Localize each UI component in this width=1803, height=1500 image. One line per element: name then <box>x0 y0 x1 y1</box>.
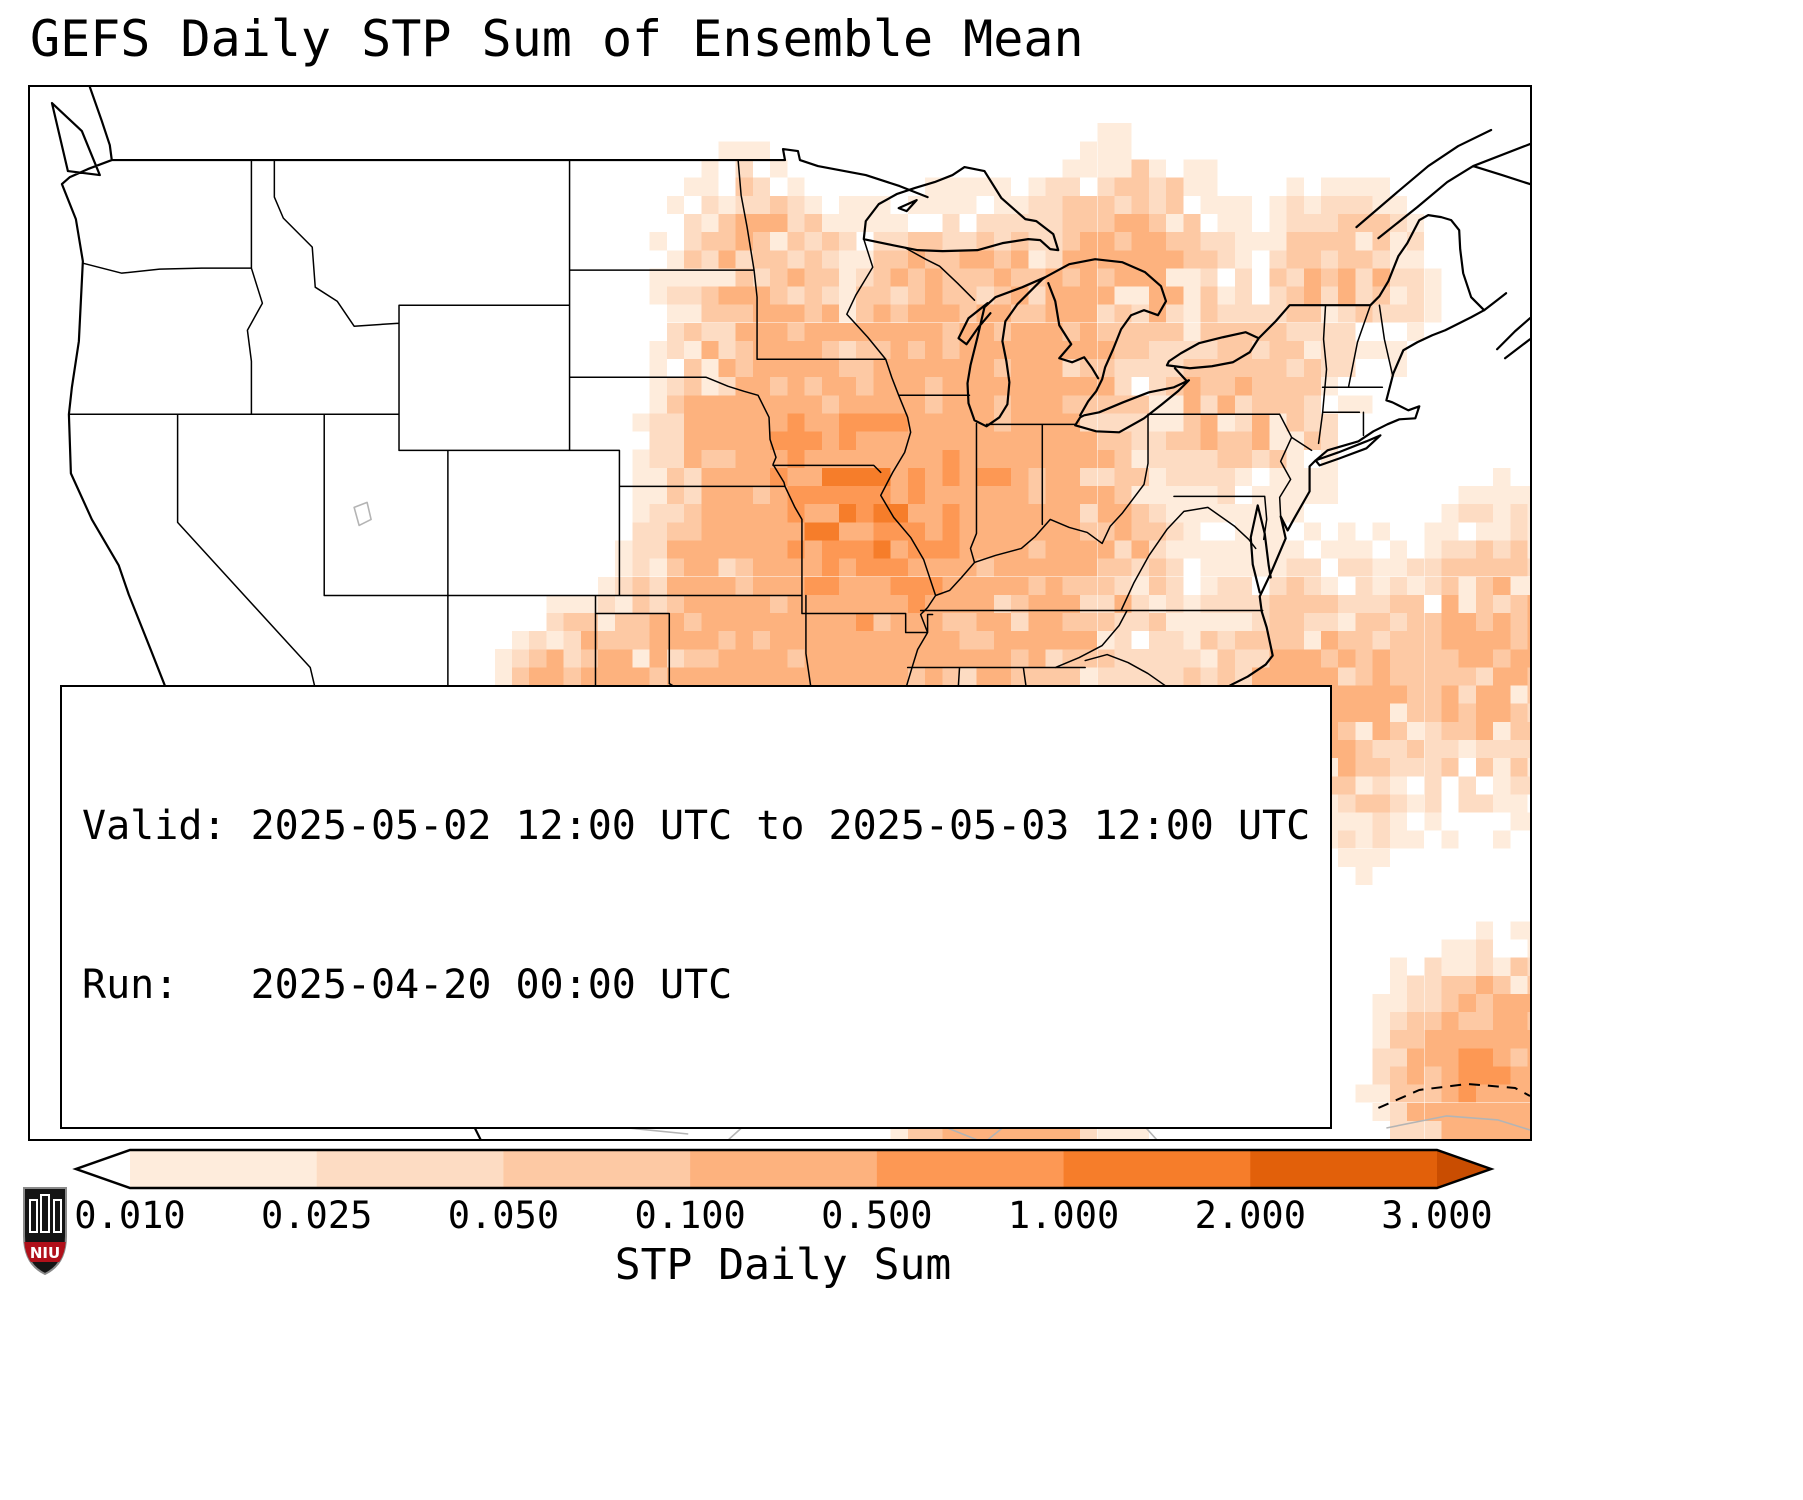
colorbar-tick-label: 0.025 <box>261 1194 373 1237</box>
colorbar-tick-labels: 0.010 0.025 0.050 0.100 0.500 1.000 2.000 3.000 <box>28 1194 1532 1238</box>
valid-time-line: Valid: 2025-05-02 12:00 UTC to 2025-05-0… <box>82 803 1311 850</box>
run-time-line: Run: 2025-04-20 00:00 UTC <box>82 961 733 1008</box>
logo-text: NIU <box>30 1244 60 1262</box>
logo-castle-icon <box>24 1194 66 1262</box>
colorbar-tick-label: 3.000 <box>1381 1194 1493 1237</box>
cuba-dashed-coast <box>1378 1082 1530 1109</box>
colorbar-svg <box>72 1148 1495 1190</box>
colorbar-tick-label: 0.010 <box>74 1194 186 1237</box>
map-frame: Valid: 2025-05-02 12:00 UTC to 2025-05-0… <box>28 85 1532 1141</box>
niu-logo: NIU <box>23 1187 67 1276</box>
colorbar-tick-label: 0.100 <box>634 1194 746 1237</box>
colorbar <box>28 1148 1532 1192</box>
plot-title: GEFS Daily STP Sum of Ensemble Mean <box>30 10 1084 68</box>
validity-info-box: Valid: 2025-05-02 12:00 UTC to 2025-05-0… <box>60 684 1333 1129</box>
colorbar-tick-label: 0.500 <box>821 1194 933 1237</box>
colorbar-tick-label: 0.050 <box>447 1194 560 1237</box>
colorbar-label: STP Daily Sum <box>614 1240 952 1290</box>
logo-red-band <box>24 1242 66 1262</box>
great-lakes-path <box>862 165 1486 434</box>
colorbar-tick-label: 2.000 <box>1194 1194 1306 1237</box>
colorbar-tick-label: 1.000 <box>1007 1194 1120 1237</box>
